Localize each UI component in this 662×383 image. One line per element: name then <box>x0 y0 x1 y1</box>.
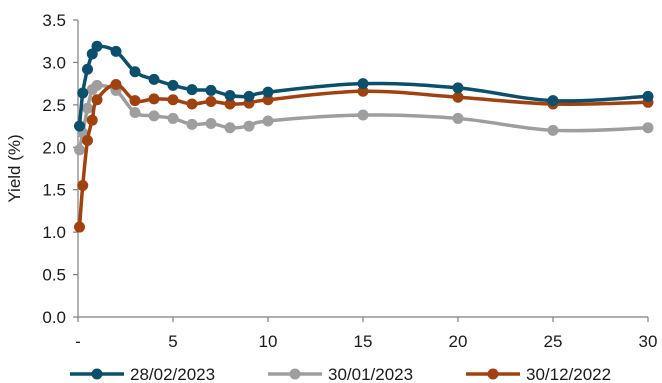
x-tick-label: 15 <box>354 332 373 351</box>
legend-item: 30/01/2023 <box>268 365 413 383</box>
legend-label: 30/12/2022 <box>526 365 611 383</box>
x-tick-label: - <box>75 332 81 351</box>
data-point <box>110 45 122 57</box>
data-point <box>642 90 654 102</box>
data-point <box>262 115 274 127</box>
legend-label: 28/02/2023 <box>130 365 215 383</box>
y-tick-label: 1.5 <box>42 181 66 200</box>
data-point <box>262 94 274 106</box>
data-point <box>224 122 236 134</box>
data-point <box>186 118 198 130</box>
data-point <box>148 110 160 122</box>
data-point <box>129 95 141 107</box>
data-point <box>86 114 98 126</box>
data-point <box>148 73 160 85</box>
data-point <box>357 78 369 90</box>
data-point <box>91 94 103 106</box>
legend-marker <box>91 368 103 380</box>
x-tick-label: 5 <box>168 332 177 351</box>
y-axis-title: Yield (%) <box>5 134 24 202</box>
x-tick-label: 30 <box>639 332 658 351</box>
data-point <box>82 134 93 146</box>
data-point <box>91 40 103 52</box>
data-point <box>547 124 559 136</box>
data-point <box>186 98 198 110</box>
data-point <box>129 106 141 118</box>
data-point <box>547 95 559 107</box>
y-tick-label: 2.5 <box>42 96 66 115</box>
x-tick-label: 25 <box>544 332 563 351</box>
data-point <box>205 95 217 107</box>
legend: 28/02/2023 30/01/2023 30/12/2022 <box>70 365 611 383</box>
data-point <box>74 221 86 233</box>
axes: 0.0 0.5 1.0 1.5 2.0 2.5 3.0 3.5 - 5 10 15 20 25 30 Yiel… <box>5 11 657 351</box>
y-tick-label: 3.5 <box>42 11 66 30</box>
legend-marker <box>487 368 499 380</box>
data-point <box>82 102 93 114</box>
data-point <box>452 82 464 94</box>
series-line <box>77 82 650 229</box>
y-tick-label: 3.0 <box>42 53 66 72</box>
series-layer <box>74 40 654 233</box>
data-point <box>77 87 89 99</box>
legend-item: 30/12/2022 <box>466 365 611 383</box>
data-point <box>129 66 141 78</box>
data-point <box>167 112 179 124</box>
data-point <box>77 179 89 191</box>
data-point <box>205 118 217 130</box>
legend-marker <box>289 368 301 380</box>
series-1 <box>74 79 654 156</box>
data-point <box>452 91 464 103</box>
data-point <box>357 85 369 97</box>
data-point <box>262 86 274 98</box>
data-point <box>642 122 654 134</box>
data-point <box>167 79 179 91</box>
x-tick-label: 20 <box>449 332 468 351</box>
data-point <box>224 98 236 110</box>
data-point <box>74 144 86 156</box>
data-point <box>243 90 255 102</box>
data-point <box>357 109 369 121</box>
data-point <box>91 79 103 91</box>
legend-label: 30/01/2023 <box>328 365 413 383</box>
y-tick-label: 0.0 <box>42 308 66 327</box>
data-point <box>186 84 198 96</box>
x-tick-label: 10 <box>259 332 278 351</box>
series-0 <box>74 40 654 132</box>
data-point <box>205 84 217 96</box>
data-point <box>110 78 122 90</box>
data-point <box>167 94 179 106</box>
y-tick-label: 2.0 <box>42 138 66 157</box>
data-point <box>243 120 255 132</box>
series-2 <box>74 78 654 233</box>
data-point <box>148 93 160 105</box>
y-tick-label: 1.0 <box>42 223 66 242</box>
data-point <box>74 120 86 132</box>
data-point <box>82 63 93 75</box>
data-point <box>452 112 464 124</box>
y-tick-label: 0.5 <box>42 266 66 285</box>
data-point <box>224 90 236 102</box>
legend-item: 28/02/2023 <box>70 365 215 383</box>
